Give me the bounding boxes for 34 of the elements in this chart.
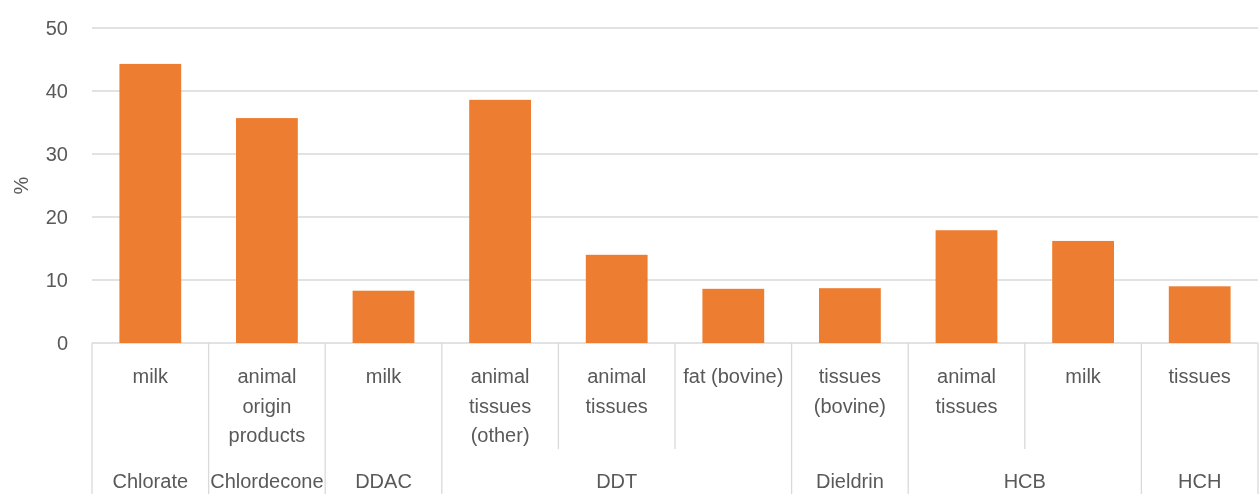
x-tick-label: tissues (bovine) xyxy=(813,365,887,417)
text: Chlorate xyxy=(112,470,189,492)
bar xyxy=(935,230,998,343)
x-tick-label: animal origin products xyxy=(228,365,306,446)
y-axis-title: % xyxy=(10,176,32,195)
text: HCB xyxy=(1003,470,1046,492)
y-tick-label: 50 xyxy=(45,17,68,39)
y-tick-label: 20 xyxy=(45,206,68,228)
text: DDT xyxy=(596,470,638,492)
y-tick-label: 30 xyxy=(45,143,68,165)
text: Chlordecone xyxy=(210,470,324,492)
x-tick-label: milk xyxy=(132,365,170,387)
bar xyxy=(469,99,531,343)
text: DDAC xyxy=(355,470,412,492)
x-tick-label: animal tissues xyxy=(585,365,648,417)
x-tick-label: milk xyxy=(1065,365,1102,387)
bar xyxy=(585,254,648,343)
text: Dieldrin xyxy=(815,470,884,492)
x-tick-label: tissues xyxy=(1168,365,1231,387)
bar xyxy=(352,290,415,343)
bar xyxy=(819,288,881,343)
bar xyxy=(702,288,765,343)
x-tick-label: animal tissues (other) xyxy=(468,365,532,446)
y-tick-label: 0 xyxy=(56,332,68,354)
bar xyxy=(1168,286,1231,343)
text: HCH xyxy=(1178,470,1222,492)
y-tick-label: 40 xyxy=(45,80,68,102)
x-tick-label: animal tissues xyxy=(935,365,998,417)
bar xyxy=(236,118,298,343)
x-tick-label: milk xyxy=(365,365,403,387)
x-tick-label: fat (bovine) xyxy=(683,365,784,387)
bar xyxy=(1052,240,1114,343)
bar xyxy=(119,63,182,343)
y-tick-label: 10 xyxy=(45,269,68,291)
